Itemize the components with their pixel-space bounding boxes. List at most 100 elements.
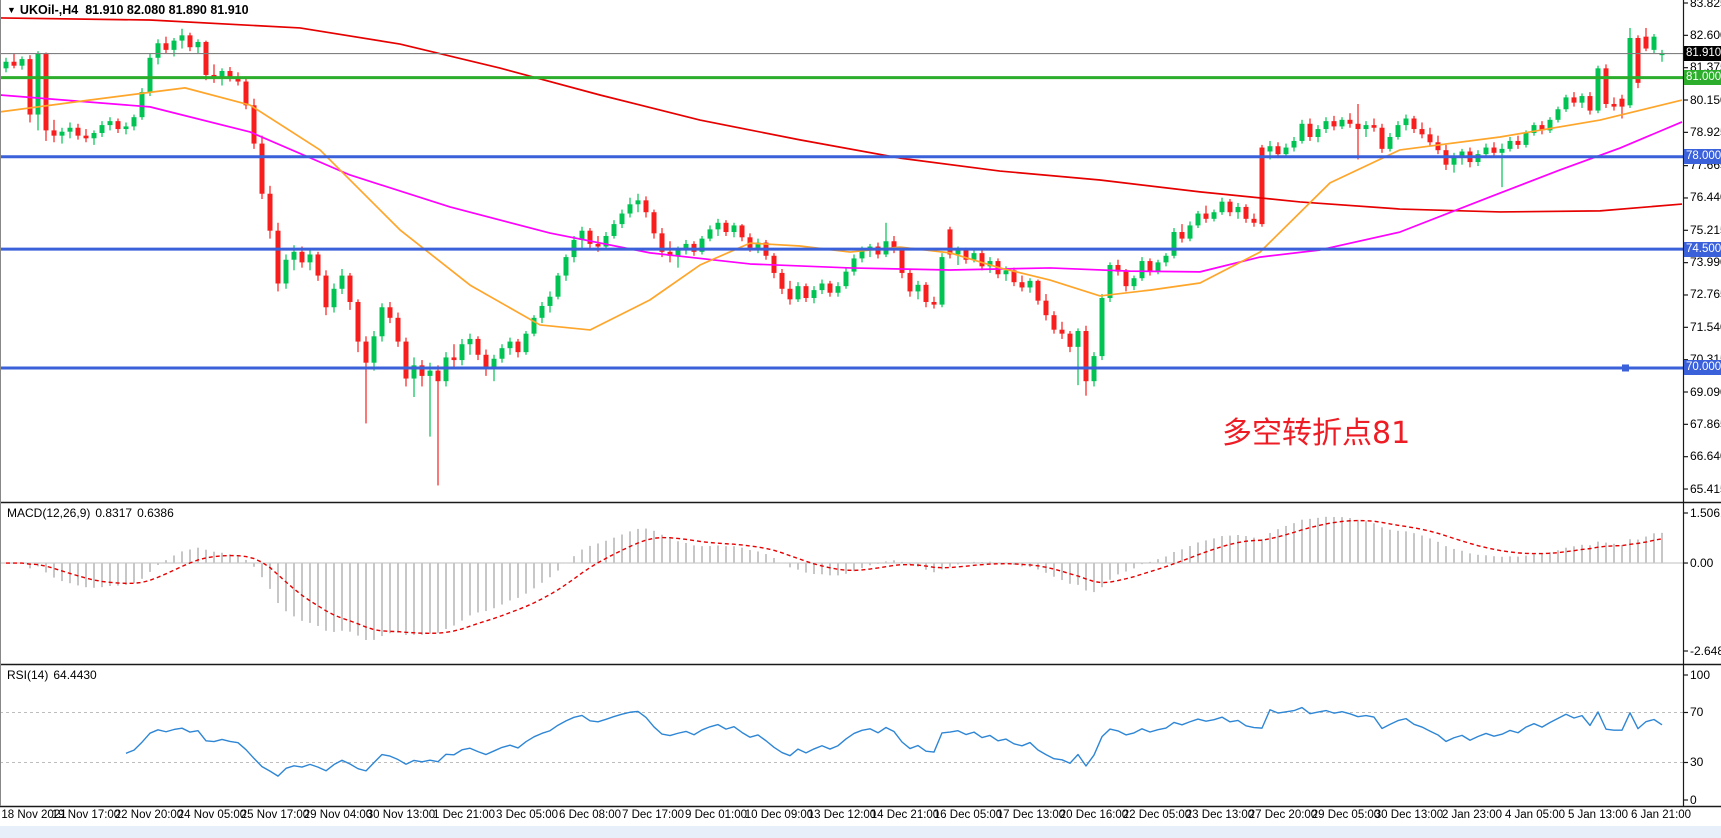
candle-body	[19, 59, 25, 66]
candle-body	[1283, 147, 1289, 155]
candle-body	[1075, 331, 1081, 347]
candle-body	[1195, 213, 1201, 226]
candle-body	[491, 358, 497, 370]
candle-body	[259, 143, 265, 194]
candle-body	[1355, 123, 1361, 130]
candle-body	[67, 127, 73, 132]
candle-body	[1251, 218, 1257, 223]
candle-body	[539, 305, 545, 318]
candle-body	[1315, 129, 1321, 137]
macd-signal-line	[5, 519, 1663, 634]
candle-body	[1219, 201, 1225, 213]
candle-body	[1627, 37, 1633, 106]
candle-body	[587, 230, 593, 244]
candle-body	[931, 301, 937, 305]
candle-body	[547, 296, 553, 306]
candle-body	[1243, 206, 1249, 219]
candle-body	[403, 341, 409, 379]
candle-body	[739, 225, 745, 238]
candle-body	[1035, 280, 1041, 301]
candle-body	[979, 253, 985, 267]
candle-body	[1603, 68, 1609, 104]
candle-body	[235, 77, 241, 82]
candle-body	[91, 133, 97, 139]
candle-body	[155, 43, 161, 58]
candle-body	[131, 117, 137, 127]
candle-body	[1067, 333, 1073, 347]
rsi-line	[125, 706, 1663, 777]
candle-body	[1027, 280, 1033, 288]
candle-body	[291, 251, 297, 260]
candle-body	[219, 70, 225, 78]
candle-body	[1115, 265, 1121, 272]
hline-drag-handle[interactable]	[1622, 364, 1629, 372]
candle-body	[411, 365, 417, 379]
candle-body	[1403, 118, 1409, 126]
candle-body	[1435, 142, 1441, 151]
candle-body	[987, 261, 993, 267]
candle-body	[267, 193, 273, 231]
candle-body	[315, 254, 321, 276]
candle-body	[1347, 119, 1353, 124]
candle-body	[555, 275, 561, 297]
candle-body	[1539, 125, 1545, 131]
candle-body	[1131, 278, 1137, 287]
candle-body	[187, 35, 193, 48]
candle-body	[851, 258, 857, 272]
hlines-layer	[0, 52, 1683, 372]
candle-body	[731, 225, 737, 233]
candle-body	[363, 341, 369, 363]
candle-body	[51, 130, 57, 136]
candle-body	[1163, 255, 1169, 263]
candle-body	[307, 254, 313, 263]
ma-fast-orange-line[interactable]	[0, 87, 1683, 331]
candle-body	[475, 338, 481, 355]
candle-body	[1571, 97, 1577, 103]
candle-body	[1019, 282, 1025, 288]
candle-body	[595, 243, 601, 247]
candle-body	[1411, 118, 1417, 130]
candle-body	[1235, 206, 1241, 213]
candle-body	[1179, 232, 1185, 239]
candle-body	[971, 253, 977, 260]
candle-body	[619, 213, 625, 225]
candle-body	[1579, 96, 1585, 103]
candle-body	[387, 307, 393, 318]
candle-body	[787, 288, 793, 300]
candle-body	[1379, 127, 1385, 149]
candle-body	[1003, 270, 1009, 275]
candle-body	[955, 250, 961, 255]
candle-body	[371, 336, 377, 363]
candle-body	[179, 35, 185, 41]
candle-body	[1587, 96, 1593, 111]
candle-body	[299, 251, 305, 263]
bottom-scroll-strip[interactable]	[0, 826, 1721, 838]
candle-body	[147, 57, 153, 93]
candle-body	[947, 229, 953, 255]
candle-body	[1299, 123, 1305, 141]
candle-body	[1619, 98, 1625, 107]
candle-body	[1363, 125, 1369, 130]
candle-body	[755, 242, 761, 248]
candle-body	[331, 288, 337, 308]
candle-body	[507, 341, 513, 349]
candle-body	[1323, 121, 1329, 130]
candle-body	[355, 301, 361, 342]
candle-body	[1291, 140, 1297, 148]
candle-body	[1547, 119, 1553, 131]
candle-body	[1395, 125, 1401, 137]
candle-body	[1611, 103, 1617, 107]
ma-mid-magenta-line[interactable]	[0, 94, 1683, 273]
candle-body	[1387, 136, 1393, 149]
candle-body	[611, 224, 617, 236]
candle-body	[843, 271, 849, 287]
candle-body	[1155, 262, 1161, 272]
candle-body	[435, 370, 441, 382]
candle-body	[1187, 225, 1193, 239]
candle-body	[1595, 68, 1601, 111]
candle-body	[1147, 261, 1153, 272]
candle-body	[1139, 261, 1145, 279]
candle-body	[275, 230, 281, 284]
candle-body	[1307, 123, 1313, 137]
